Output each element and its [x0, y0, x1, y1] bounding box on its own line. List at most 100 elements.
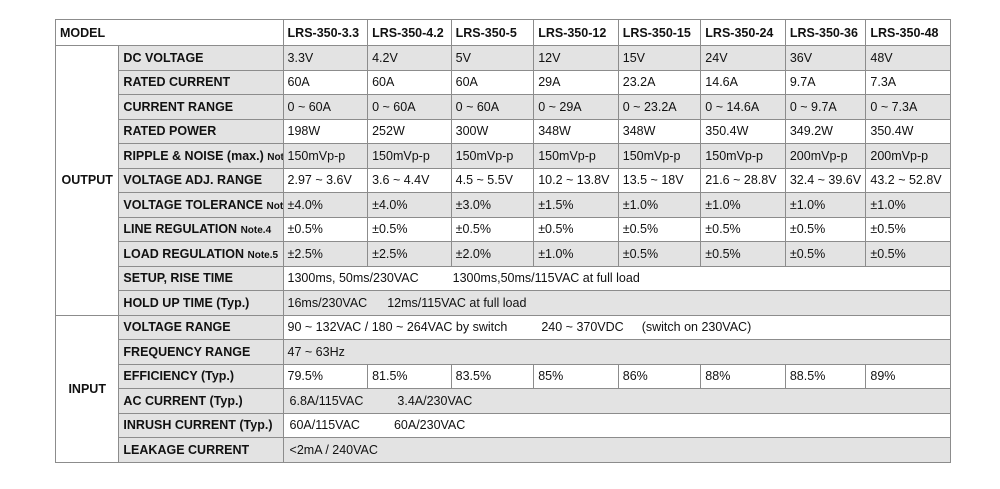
- cell: 6.8A/115VAC 3.4A/230VAC: [282, 388, 952, 414]
- cell: 89%: [865, 363, 951, 389]
- row-label: VOLTAGE ADJ. RANGE: [118, 167, 284, 193]
- cell: ±4.0%: [367, 192, 452, 218]
- cell: ±0.5%: [865, 241, 951, 267]
- cell: ±0.5%: [617, 241, 702, 267]
- table-row: CURRENT RANGE 0 ~ 60A 0 ~ 60A 0 ~ 60A 0 …: [56, 94, 951, 120]
- spec-table: MODEL LRS-350-3.3 LRS-350-4.2 LRS-350-5 …: [54, 19, 952, 463]
- note-ref: Note.5: [247, 249, 279, 261]
- cell: 150mVp-p: [617, 143, 702, 169]
- table-row: HOLD UP TIME (Typ.) 16ms/230VAC 12ms/115V…: [56, 290, 952, 316]
- cell: 12V: [533, 45, 619, 71]
- cell: 200mVp-p: [865, 143, 951, 169]
- cell: ±1.0%: [865, 192, 951, 218]
- cell: 24V: [700, 45, 786, 71]
- cell: 16ms/230VAC 12ms/115VAC at full load: [282, 290, 952, 316]
- model-name: LRS-350-3.3: [282, 19, 369, 46]
- cell: 48V: [865, 45, 951, 71]
- cell: ±2.5%: [367, 241, 452, 267]
- cell: 300W: [450, 118, 535, 144]
- cell: 9.7A: [784, 69, 867, 95]
- cell: ±0.5%: [865, 216, 951, 242]
- cell: ±1.0%: [533, 241, 619, 267]
- cell: ±0.5%: [367, 216, 452, 242]
- cell: 14.6A: [700, 69, 786, 95]
- cell: 7.3A: [865, 69, 951, 95]
- cell: 29A: [533, 69, 619, 95]
- row-label: SETUP, RISE TIME: [118, 265, 284, 291]
- row-label: FREQUENCY RANGE: [118, 339, 284, 365]
- table-row: VOLTAGE TOLERANCE Note.3 ±4.0% ±4.0% ±3.…: [56, 192, 951, 218]
- cell: 348W: [533, 118, 619, 144]
- model-header-row: MODEL LRS-350-3.3 LRS-350-4.2 LRS-350-5 …: [55, 19, 951, 46]
- cell: ±0.5%: [533, 216, 619, 242]
- cell: 0 ~ 23.2A: [617, 94, 702, 120]
- cell: 3.6 ~ 4.4V: [367, 167, 452, 193]
- note-ref: Note.3: [266, 200, 284, 212]
- cell: ±1.5%: [533, 192, 619, 218]
- cell: 5V: [450, 45, 535, 71]
- table-row: INPUT VOLTAGE RANGE 90 ~ 132VAC / 180 ~ …: [54, 314, 952, 463]
- row-label: CURRENT RANGE: [118, 94, 284, 120]
- cell: ±1.0%: [617, 192, 702, 218]
- row-label: HOLD UP TIME (Typ.): [118, 290, 284, 316]
- cell: ±0.5%: [617, 216, 702, 242]
- model-name: LRS-350-24: [700, 19, 786, 46]
- cell: 79.5%: [282, 363, 369, 389]
- table-row: LINE REGULATION Note.4 ±0.5% ±0.5% ±0.5%…: [56, 216, 951, 242]
- cell: 47 ~ 63Hz: [282, 339, 952, 365]
- cell: ±4.0%: [282, 192, 369, 218]
- row-label: LINE REGULATION Note.4: [118, 216, 284, 242]
- row-label: EFFICIENCY (Typ.): [118, 363, 284, 389]
- model-name: LRS-350-12: [533, 19, 619, 46]
- cell: 349.2W: [784, 118, 867, 144]
- cell: 200mVp-p: [784, 143, 867, 169]
- row-label: VOLTAGE TOLERANCE Note.3: [118, 192, 284, 218]
- cell: 81.5%: [367, 363, 452, 389]
- cell: 0 ~ 60A: [367, 94, 452, 120]
- cell: 0 ~ 9.7A: [784, 94, 867, 120]
- cell: ±0.5%: [700, 241, 786, 267]
- row-label: RATED CURRENT: [118, 69, 284, 95]
- cell: 350.4W: [865, 118, 951, 144]
- row-label: DC VOLTAGE: [118, 45, 284, 71]
- cell: 0 ~ 14.6A: [700, 94, 786, 120]
- table-row: OUTPUT DC VOLTAGE 3.3V 4.2V 5V 12V 15V 2…: [54, 45, 951, 316]
- cell: 10.2 ~ 13.8V: [533, 167, 619, 193]
- cell: 32.4 ~ 39.6V: [784, 167, 867, 193]
- table-row: RATED CURRENT 60A 60A 60A 29A 23.2A 14.6…: [56, 69, 951, 95]
- output-group-label: OUTPUT: [54, 45, 120, 316]
- cell: 85%: [533, 363, 619, 389]
- cell: 83.5%: [450, 363, 535, 389]
- cell: 0 ~ 60A: [450, 94, 535, 120]
- cell: ±1.0%: [700, 192, 786, 218]
- cell: 90 ~ 132VAC / 180 ~ 264VAC by switch 240 …: [282, 314, 952, 340]
- cell: 150mVp-p: [700, 143, 786, 169]
- model-name: LRS-350-36: [784, 19, 867, 46]
- cell: 15V: [617, 45, 702, 71]
- row-label: INRUSH CURRENT (Typ.): [118, 412, 284, 438]
- cell: 60A/115VAC 60A/230VAC: [282, 412, 952, 438]
- cell: 348W: [617, 118, 702, 144]
- cell: ±2.0%: [450, 241, 535, 267]
- cell: 0 ~ 7.3A: [865, 94, 951, 120]
- table-row: EFFICIENCY (Typ.) 79.5% 81.5% 83.5% 85% …: [56, 363, 951, 389]
- cell: 60A: [282, 69, 369, 95]
- input-group-label: INPUT: [54, 314, 120, 463]
- cell: 350.4W: [700, 118, 786, 144]
- cell: ±0.5%: [450, 216, 535, 242]
- note-ref: Note.2: [267, 151, 284, 163]
- cell: 3.3V: [282, 45, 369, 71]
- cell: ±1.0%: [784, 192, 867, 218]
- row-label: AC CURRENT (Typ.): [118, 388, 284, 414]
- note-ref: Note.4: [240, 225, 272, 237]
- cell: 4.2V: [367, 45, 452, 71]
- row-label: RATED POWER: [118, 118, 284, 144]
- cell: 86%: [617, 363, 702, 389]
- cell: 150mVp-p: [367, 143, 452, 169]
- table-row: LOAD REGULATION Note.5 ±2.5% ±2.5% ±2.0%…: [56, 241, 951, 267]
- table-row: INRUSH CURRENT (Typ.) 60A/115VAC 60A/230V…: [56, 412, 952, 438]
- cell: ±2.5%: [282, 241, 369, 267]
- cell: 0 ~ 29A: [533, 94, 619, 120]
- cell: 150mVp-p: [450, 143, 535, 169]
- model-name: LRS-350-4.2: [367, 19, 452, 46]
